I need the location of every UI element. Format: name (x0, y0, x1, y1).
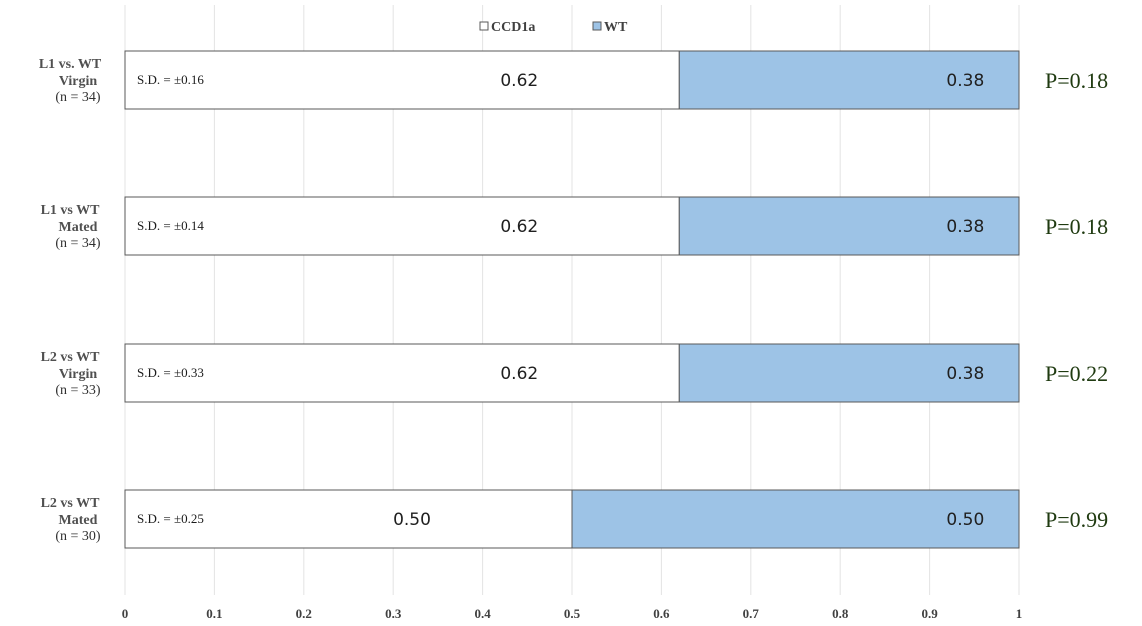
category-label-line1: L2 vs WT (41, 350, 101, 365)
p-value-label: P=0.99 (1045, 507, 1108, 532)
data-label-ccd1a: 0.50 (393, 510, 431, 530)
p-value-label: P=0.18 (1045, 214, 1108, 239)
bar-wt (678, 50, 1020, 110)
bar-ccd1a (124, 489, 573, 549)
category-label-n: (n = 34) (55, 236, 101, 251)
x-tick-label: 0.9 (921, 606, 938, 621)
x-tick-label: 1 (1016, 606, 1023, 621)
x-tick-label: 0.1 (206, 606, 222, 621)
category-label-line2: Virgin (59, 74, 98, 89)
x-tick-label: 0 (122, 606, 129, 621)
x-tick-label: 0.2 (296, 606, 312, 621)
category-label-line1: L1 vs. WT (39, 57, 102, 72)
bar-ccd1a (124, 50, 680, 110)
data-label-wt: 0.50 (946, 510, 984, 530)
x-tick-label: 0.6 (653, 606, 670, 621)
x-tick-label: 0.8 (832, 606, 849, 621)
bars: S.D. = ±0.16 0.62 0.38 P=0.18 S.D. = ±0.14 0.… (124, 50, 1108, 549)
sd-label: S.D. = ±0.16 (137, 72, 204, 87)
x-tick-label: 0.7 (743, 606, 760, 621)
p-value-label: P=0.22 (1045, 361, 1108, 386)
x-tick-label: 0.3 (385, 606, 402, 621)
data-label-wt: 0.38 (946, 364, 984, 384)
p-value-label: P=0.18 (1045, 68, 1108, 93)
data-label-ccd1a: 0.62 (500, 71, 538, 91)
category-label-n: (n = 30) (55, 529, 101, 544)
category-label-line2: Mated (59, 513, 98, 528)
x-tick-label: 0.5 (564, 606, 581, 621)
category-label-n: (n = 34) (55, 90, 101, 105)
category-label-line1: L2 vs WT (41, 496, 101, 511)
legend: CCD1a WT (479, 20, 628, 35)
bar-ccd1a (124, 196, 680, 256)
bar-wt (571, 489, 1020, 549)
legend-swatch-wt (592, 21, 602, 31)
x-tick-label: 0.4 (474, 606, 491, 621)
data-label-wt: 0.38 (946, 217, 984, 237)
data-label-wt: 0.38 (946, 71, 984, 91)
x-axis-ticks: 0 0.1 0.2 0.3 0.4 0.5 0.6 0.7 0.8 0.9 1 (122, 606, 1023, 621)
bar-ccd1a (124, 343, 680, 403)
legend-label: CCD1a (491, 20, 535, 35)
category-label-line2: Mated (59, 220, 98, 235)
category-label-line2: Virgin (59, 367, 98, 382)
sd-label: S.D. = ±0.14 (137, 218, 204, 233)
bar-wt (678, 343, 1020, 403)
sd-label: S.D. = ±0.33 (137, 365, 204, 380)
sd-label: S.D. = ±0.25 (137, 511, 204, 526)
legend-label: WT (604, 20, 628, 35)
data-label-ccd1a: 0.62 (500, 217, 538, 237)
category-label-n: (n = 33) (55, 383, 101, 398)
category-label-line1: L1 vs WT (41, 203, 101, 218)
data-label-ccd1a: 0.62 (500, 364, 538, 384)
legend-swatch-ccd1a (479, 21, 489, 31)
bar-wt (678, 196, 1020, 256)
